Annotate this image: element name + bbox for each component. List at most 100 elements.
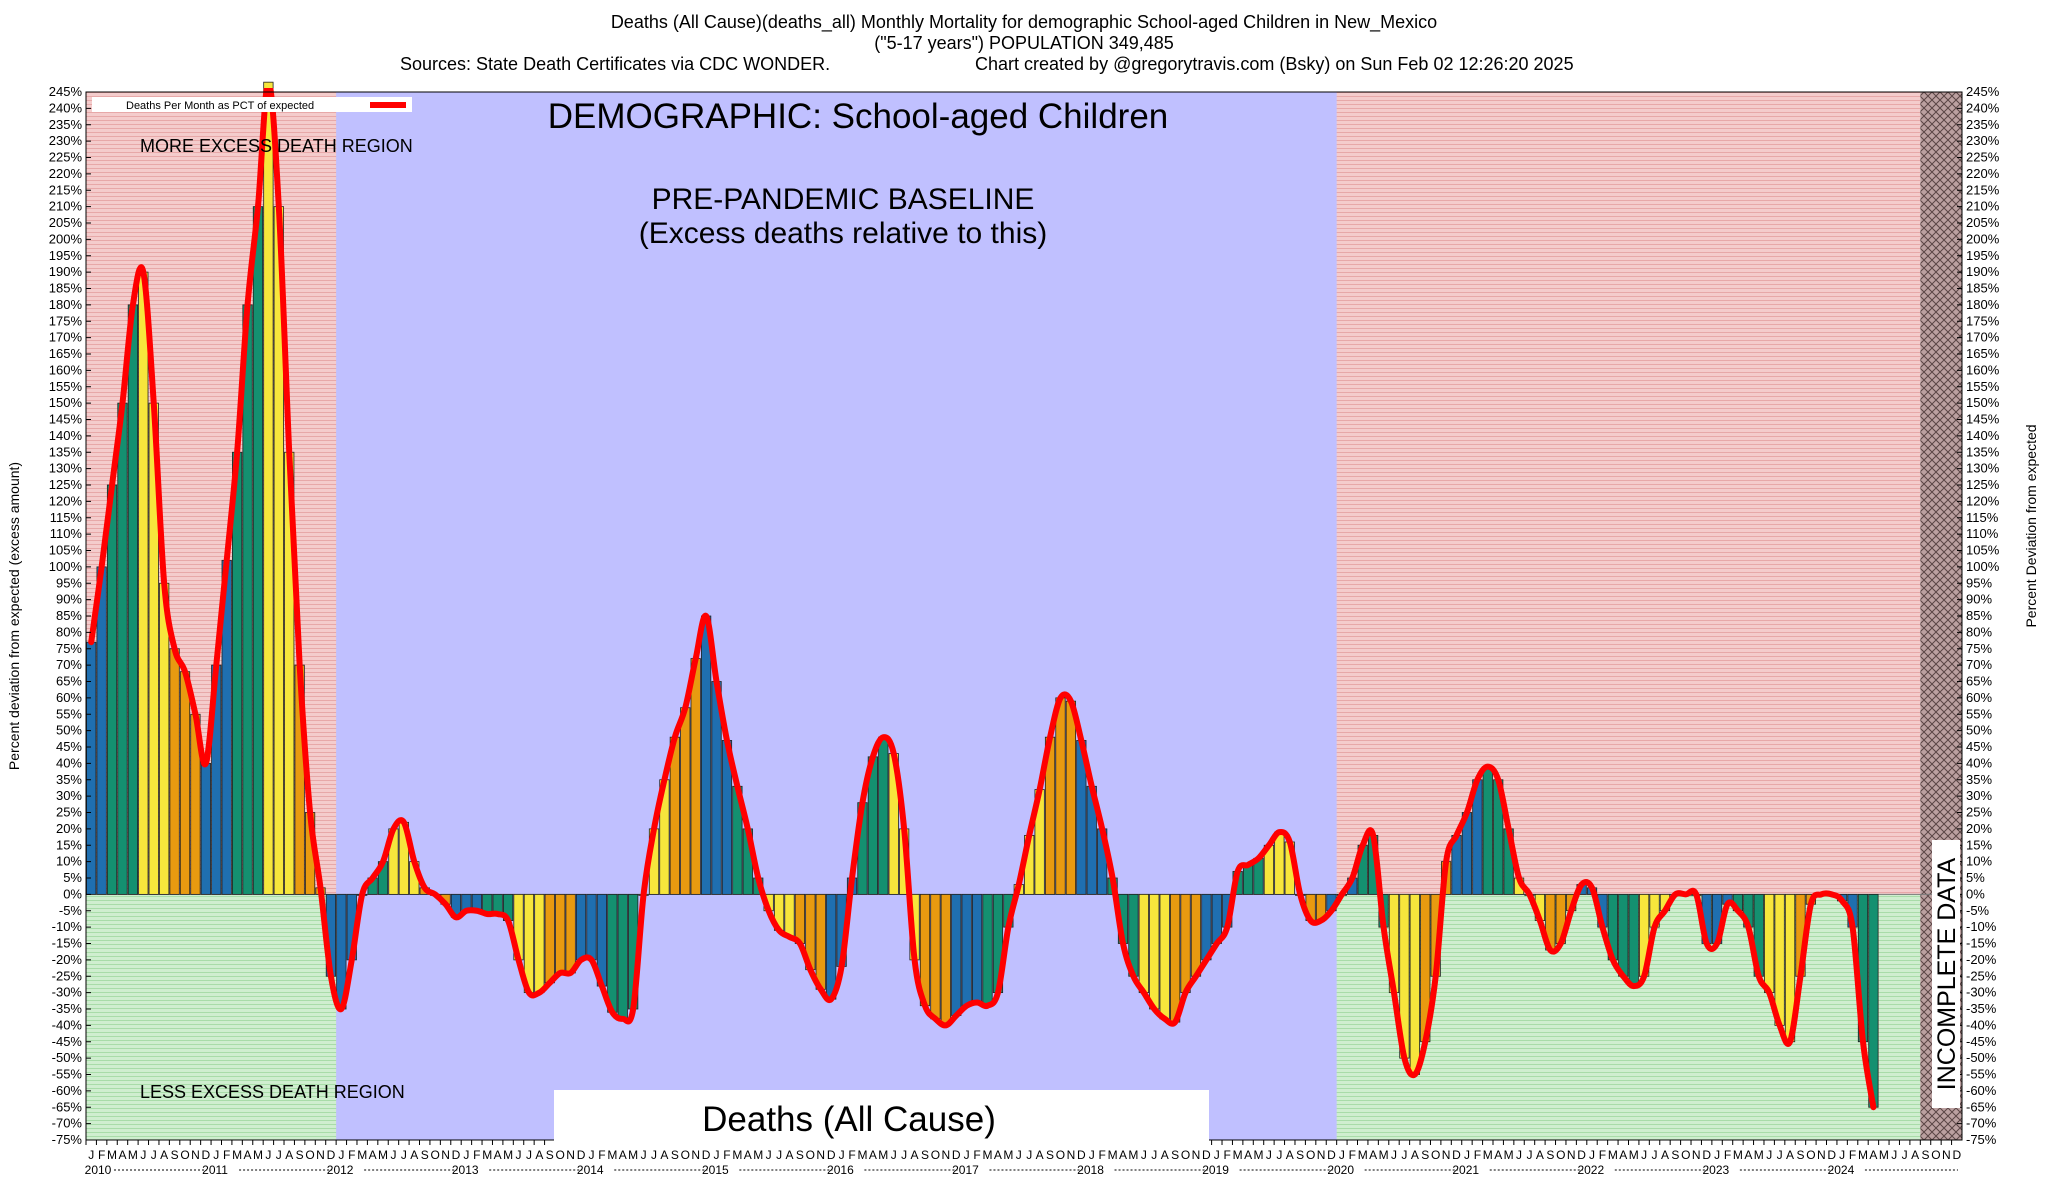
x-tick-label: J [1652,1148,1658,1162]
x-tick-label: M [1504,1148,1514,1162]
x-tick-label: M [378,1148,388,1162]
x-tick-label: A [410,1148,418,1162]
x-tick-label: J [1141,1148,1147,1162]
y-tick-label-right: 155% [1966,379,2000,394]
x-tick-label: A [244,1148,252,1162]
y-tick-label-left: 95% [56,575,82,590]
y-tick-label-right: -75% [1966,1132,1997,1147]
data-bar [971,893,983,1003]
y-tick-label-left: 75% [56,641,82,656]
year-label: 2016 [827,1163,854,1177]
x-tick-label: O [1556,1148,1565,1162]
y-tick-label-right: 110% [1966,526,1999,541]
x-tick-label: M [1003,1148,1013,1162]
year-label: 2010 [85,1163,112,1177]
x-tick-label: M [1483,1148,1493,1162]
y-tick-label-right: -35% [1966,1001,1997,1016]
x-tick-label: J [151,1148,157,1162]
year-label: 2011 [202,1163,228,1177]
x-tick-label: A [1161,1148,1169,1162]
y-tick-label-left: 240% [49,100,83,115]
y-tick-label-right: 185% [1966,281,2000,296]
y-tick-label-left: -70% [52,1116,83,1131]
y-tick-label-right: 165% [1966,346,2000,361]
y-tick-label-right: -15% [1966,936,1997,951]
x-tick-label: N [1817,1148,1826,1162]
x-tick-label: J [390,1148,396,1162]
y-tick-label-left: 5% [63,870,82,885]
data-bar [815,893,826,990]
y-tick-label-right: -40% [1966,1017,1997,1032]
y-tick-label-left: 185% [49,281,83,296]
x-tick-label: D [202,1148,211,1162]
x-tick-label: J [140,1148,146,1162]
y-tick-label-right: 85% [1966,608,1992,623]
y-tick-label-right: 60% [1966,690,1992,705]
y-tick-label-left: 155% [49,379,83,394]
baseline-label-line1: PRE-PANDEMIC BASELINE [652,183,1035,216]
x-tick-label: F [973,1148,980,1162]
data-bar [784,893,795,938]
x-tick-label: J [1526,1148,1532,1162]
x-tick-label: N [1442,1148,1451,1162]
x-tick-label: F [1224,1148,1231,1162]
y-tick-label-left: 130% [49,461,83,476]
x-tick-label: O [1056,1148,1065,1162]
x-tick-label: S [671,1148,679,1162]
y-tick-label-left: 230% [49,133,83,148]
x-tick-label: D [327,1148,336,1162]
y-tick-label-left: 65% [56,674,82,689]
x-tick-label: S [1922,1148,1930,1162]
data-bar [1055,697,1066,895]
x-tick-label: A [369,1148,377,1162]
x-tick-label: A [1911,1148,1919,1162]
y-tick-label-right: 25% [1966,805,1992,820]
y-tick-label-right: 10% [1966,854,1992,869]
y-tick-label-right: 200% [1966,231,2000,246]
y-tick-label-right: 205% [1966,215,2000,230]
x-tick-label: J [891,1148,897,1162]
x-tick-label: J [588,1148,594,1162]
x-tick-label: A [1744,1148,1752,1162]
x-tick-label: S [171,1148,179,1162]
x-tick-label: J [1276,1148,1282,1162]
y-tick-label-left: 60% [56,690,82,705]
measure-box [554,1090,1209,1145]
x-tick-label: A [1119,1148,1127,1162]
y-tick-label-left: 145% [49,412,83,427]
y-tick-label-right: 230% [1966,133,2000,148]
data-bar [252,206,264,895]
x-tick-label: A [1494,1148,1502,1162]
x-tick-label: J [839,1148,845,1162]
x-tick-label: O [1306,1148,1315,1162]
data-bar [607,893,618,1013]
y-tick-label-left: 15% [56,837,82,852]
x-tick-label: O [681,1148,690,1162]
y-tick-label-left: 125% [49,477,83,492]
data-bar [565,893,576,974]
x-tick-label: J [463,1148,469,1162]
y-tick-label-right: -20% [1966,952,1997,967]
x-tick-label: N [441,1148,450,1162]
x-tick-label: J [401,1148,407,1162]
x-tick-label: F [1474,1148,1481,1162]
year-label: 2024 [1828,1163,1855,1177]
x-tick-label: M [628,1148,638,1162]
data-bar [1190,893,1202,977]
y-tick-label-right: 30% [1966,788,1992,803]
x-tick-label: F [723,1148,730,1162]
y-tick-label-left: 100% [49,559,83,574]
x-tick-label: N [691,1148,700,1162]
y-tick-label-right: 115% [1966,510,1999,525]
y-tick-label-left: -35% [52,1001,83,1016]
x-tick-label: A [1869,1148,1877,1162]
x-tick-label: A [869,1148,877,1162]
x-tick-label: F [223,1148,230,1162]
year-label: 2022 [1577,1163,1604,1177]
demographic-label: DEMOGRAPHIC: School-aged Children [548,97,1169,136]
x-tick-label: N [1567,1148,1576,1162]
chart-subtitle: ("5-17 years") POPULATION 349,485 [874,33,1174,53]
y-tick-label-left: 105% [49,543,83,558]
y-tick-label-right: 140% [1966,428,2000,443]
x-tick-label: S [1671,1148,1679,1162]
